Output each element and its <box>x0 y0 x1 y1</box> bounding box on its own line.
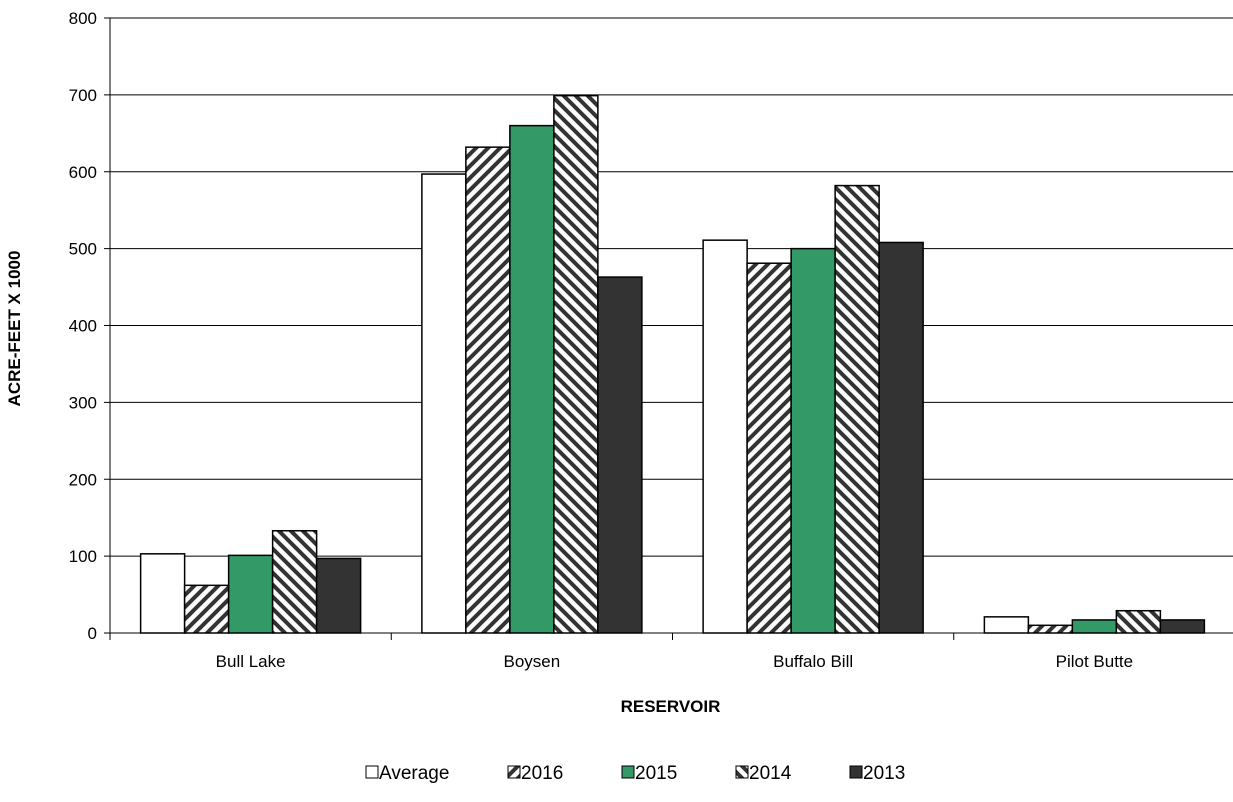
bar-2014-bull-lake <box>271 530 318 634</box>
x-tick-label: Bull Lake <box>216 652 286 671</box>
bar-2013-pilot-butte <box>1159 619 1206 634</box>
x-tick-label: Boysen <box>504 652 561 671</box>
bars <box>139 94 1206 634</box>
y-tick-label: 100 <box>69 547 97 566</box>
x-axis-title: RESERVOIR <box>621 697 721 716</box>
bar-2016-boysen <box>465 146 511 634</box>
legend-swatch-2014 <box>735 765 749 779</box>
legend-label-2015: 2015 <box>635 763 677 784</box>
y-tick-label: 400 <box>69 317 97 336</box>
y-tick-label: 300 <box>69 393 97 412</box>
bar-average-buffalo-bill <box>702 239 748 634</box>
y-tick-label: 0 <box>88 624 97 643</box>
legend-label-average: Average <box>379 763 449 784</box>
y-tick-label: 200 <box>69 470 97 489</box>
bar-2014-boysen <box>553 94 599 634</box>
legend-label-2013: 2013 <box>863 763 905 784</box>
bar-2013-buffalo-bill <box>878 241 924 634</box>
bar-average-bull-lake <box>139 553 186 634</box>
y-tick-label: 800 <box>69 9 97 28</box>
bar-2015-boysen <box>509 124 555 634</box>
legend-swatch-2013 <box>849 765 863 779</box>
legend-label-2014: 2014 <box>749 763 792 784</box>
y-tick-label: 700 <box>69 86 97 105</box>
bar-average-boysen <box>421 173 467 634</box>
legend-label-2016: 2016 <box>521 763 563 784</box>
x-tick-label: Buffalo Bill <box>773 652 853 671</box>
gridlines <box>110 17 1233 557</box>
y-axis-title: ACRE-FEET X 1000 <box>5 251 24 407</box>
bar-2015-pilot-butte <box>1071 619 1118 634</box>
y-tick-label: 500 <box>69 240 97 259</box>
bar-2013-bull-lake <box>315 557 362 634</box>
y-tick-label: 600 <box>69 163 97 182</box>
bar-2014-buffalo-bill <box>834 184 880 634</box>
legend-swatch-2016 <box>507 765 521 779</box>
x-axis-ticks: Bull Lake Boysen Buffalo Bill Pilot Butte <box>109 633 1134 671</box>
bar-2015-bull-lake <box>227 554 274 634</box>
bar-average-pilot-butte <box>983 616 1030 634</box>
bar-2016-pilot-butte <box>1027 624 1074 634</box>
legend-swatch-2015 <box>621 765 635 779</box>
legend-swatch-average <box>365 765 379 779</box>
bar-2015-buffalo-bill <box>790 247 836 634</box>
bar-2016-bull-lake <box>183 584 230 634</box>
bar-2016-buffalo-bill <box>746 262 792 634</box>
x-tick-label: Pilot Butte <box>1056 652 1134 671</box>
legend: Average 2016 2015 2014 2013 <box>365 763 905 784</box>
y-axis-ticks: 0 100 200 300 400 500 600 700 800 <box>69 9 110 643</box>
bar-2013-boysen <box>597 276 643 634</box>
bar-2014-pilot-butte <box>1115 609 1162 634</box>
